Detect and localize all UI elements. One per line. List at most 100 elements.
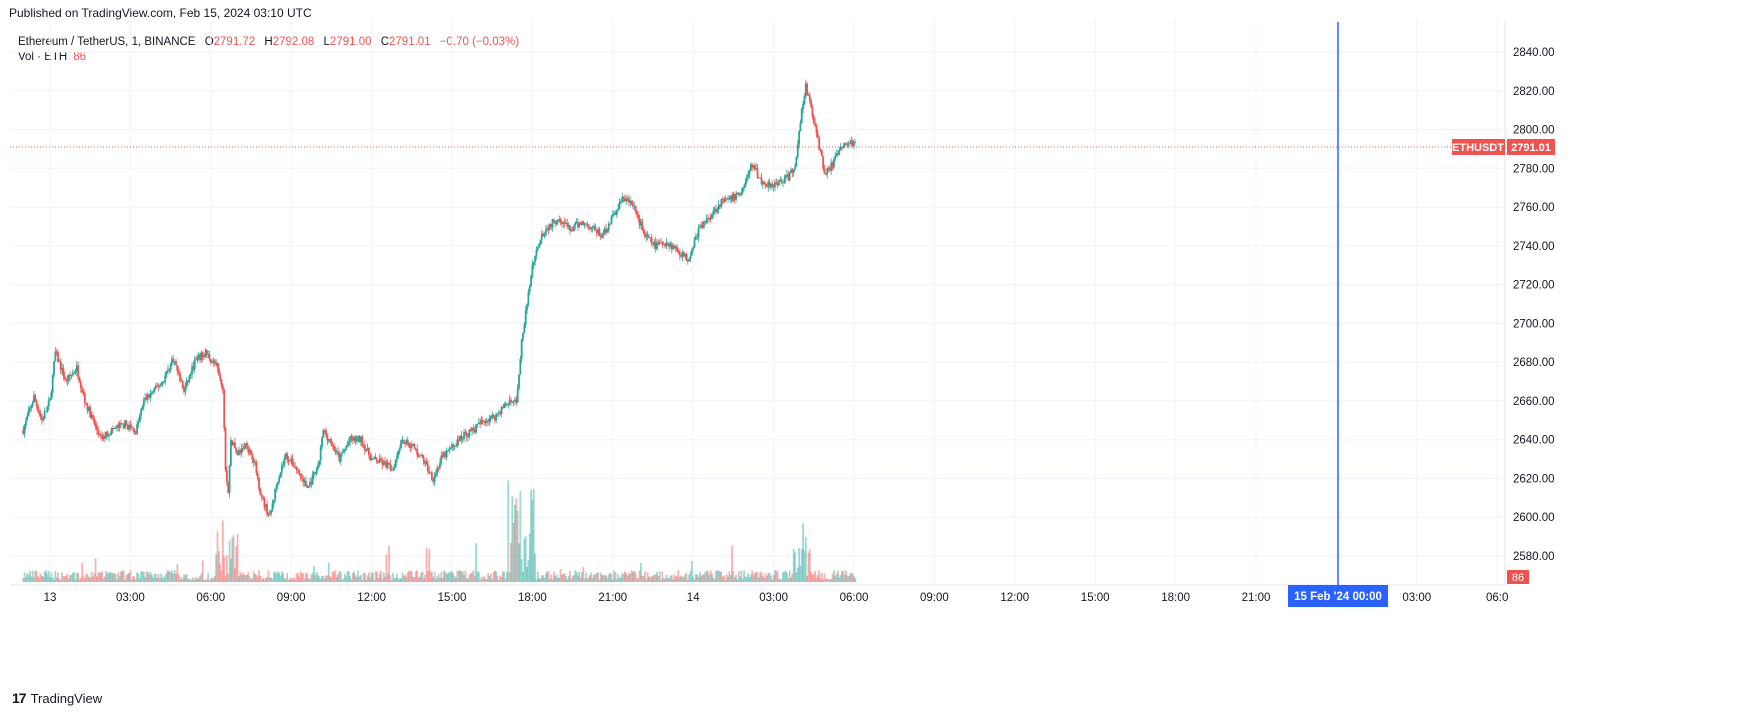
candle-body bbox=[104, 435, 106, 439]
candle-body bbox=[597, 228, 599, 234]
volume-value: 86 bbox=[73, 51, 87, 63]
volume-bar bbox=[137, 573, 140, 582]
volume-bar bbox=[493, 570, 496, 582]
volume-bar bbox=[504, 578, 507, 582]
candle-body bbox=[208, 354, 211, 360]
x-tick-label: 03:00 bbox=[116, 592, 145, 604]
candle-body bbox=[283, 457, 286, 465]
volume-bar bbox=[708, 575, 711, 582]
volume-bar bbox=[49, 577, 51, 582]
crosshair-time-label: 15 Feb '24 00:00 bbox=[1294, 591, 1382, 603]
candle-body bbox=[626, 198, 629, 200]
volume-bar bbox=[795, 572, 798, 582]
candle-body bbox=[786, 174, 788, 176]
candle-body bbox=[757, 177, 760, 179]
candle-body bbox=[74, 371, 77, 373]
candle-body bbox=[619, 202, 622, 203]
candle-body bbox=[779, 179, 782, 182]
candle-body bbox=[347, 442, 350, 445]
symbol-name[interactable]: Ethereum / TetherUS, 1, BINANCE bbox=[18, 36, 196, 48]
candle-body bbox=[720, 198, 723, 207]
volume-bar bbox=[105, 570, 108, 582]
volume-bar bbox=[491, 579, 494, 582]
candle-body bbox=[305, 480, 307, 487]
candle-body bbox=[228, 465, 231, 493]
candle-body bbox=[86, 404, 89, 411]
candle-body bbox=[282, 464, 285, 466]
candle-body bbox=[598, 228, 601, 237]
candle-body bbox=[366, 447, 369, 451]
volume-bar bbox=[772, 575, 775, 582]
volume-bar bbox=[842, 570, 845, 582]
volume-bar bbox=[355, 577, 358, 582]
volume-bar bbox=[414, 571, 417, 582]
candle-body bbox=[314, 472, 317, 474]
candle-body bbox=[49, 398, 51, 401]
volume-bar bbox=[645, 578, 648, 582]
x-tick-label: 18:00 bbox=[518, 592, 547, 604]
candle-body bbox=[670, 243, 673, 249]
candle-body bbox=[623, 198, 626, 202]
candle-body bbox=[761, 181, 764, 185]
volume-bar bbox=[116, 579, 118, 582]
candle-body bbox=[306, 486, 309, 488]
volume-bar bbox=[711, 573, 713, 582]
candle-body bbox=[126, 424, 129, 430]
volume-bar bbox=[433, 571, 436, 582]
volume-bar bbox=[741, 578, 744, 582]
candle-body bbox=[359, 436, 362, 443]
volume-bar bbox=[739, 576, 741, 582]
volume-bar bbox=[816, 574, 819, 582]
volume-bar bbox=[82, 575, 85, 582]
volume-bar bbox=[417, 577, 420, 582]
volume-bar bbox=[323, 578, 326, 582]
volume-bar bbox=[699, 572, 701, 582]
volume-bar bbox=[179, 579, 181, 582]
volume-bar bbox=[315, 571, 318, 582]
volume-bar bbox=[603, 574, 606, 582]
candle-body bbox=[65, 378, 67, 380]
volume-bar bbox=[665, 574, 668, 582]
volume-bar bbox=[621, 573, 624, 582]
volume-bar bbox=[602, 575, 605, 582]
volume-bar bbox=[118, 575, 121, 582]
volume-bar bbox=[339, 571, 342, 582]
volume-bar bbox=[696, 574, 699, 582]
volume-bar bbox=[530, 490, 532, 582]
candle-body bbox=[782, 182, 784, 184]
volume-bar bbox=[175, 573, 177, 582]
volume-bar bbox=[188, 578, 191, 582]
volume-bar bbox=[579, 577, 582, 582]
volume-bar bbox=[31, 570, 34, 582]
candle-body bbox=[175, 360, 177, 366]
candle-body bbox=[34, 395, 37, 401]
volume-bar bbox=[800, 548, 803, 582]
candle-body bbox=[400, 440, 402, 449]
volume-bar bbox=[75, 573, 78, 582]
volume-bar bbox=[435, 579, 437, 582]
y-tick-label: 2620.00 bbox=[1513, 473, 1555, 485]
candle-body bbox=[503, 403, 506, 409]
candle-body bbox=[43, 411, 46, 420]
volume-bar bbox=[134, 579, 137, 582]
volume-bar bbox=[150, 574, 153, 582]
candle-body bbox=[251, 454, 254, 461]
candle-body bbox=[799, 122, 802, 132]
candle-body bbox=[67, 374, 70, 382]
candle-body bbox=[26, 416, 29, 421]
tradingview-logo[interactable]: 17 TradingView bbox=[12, 690, 102, 706]
candle-body bbox=[480, 420, 483, 425]
volume-bar bbox=[429, 570, 432, 582]
candle-body bbox=[75, 365, 78, 372]
volume-bar bbox=[204, 579, 207, 582]
volume-bar bbox=[396, 573, 398, 582]
candle-body bbox=[386, 462, 389, 469]
candle-body bbox=[745, 177, 748, 182]
candle-body bbox=[396, 455, 398, 460]
candle-body bbox=[717, 204, 720, 210]
candle-body bbox=[235, 448, 238, 454]
volume-bar bbox=[271, 578, 274, 582]
volume-bar bbox=[53, 579, 55, 582]
volume-bar bbox=[227, 573, 230, 582]
